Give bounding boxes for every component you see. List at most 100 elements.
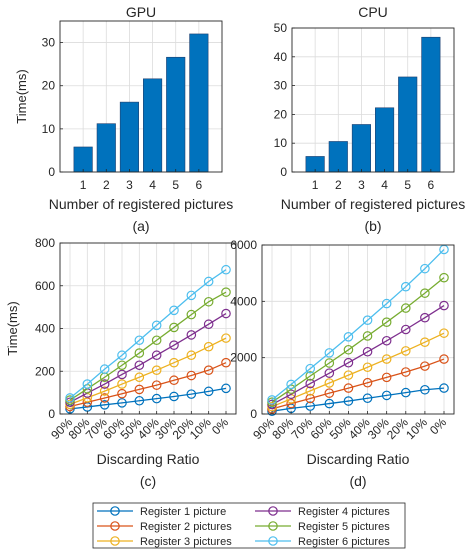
y-tick-label: 600	[35, 279, 55, 293]
bar	[96, 123, 116, 173]
data-point	[381, 298, 392, 309]
chart-panel-2: 0 10 20 30 40 50 1 2 3 4 5 6 CPU Number of registered…	[274, 4, 466, 234]
chart-panel-1: 0 10 20 30 1 2 3 4 5 6 GPU Number of registered pic…	[14, 4, 233, 234]
data-point	[99, 379, 110, 389]
data-point	[362, 331, 373, 341]
data-point	[186, 290, 197, 301]
data-point	[203, 276, 214, 287]
bar	[375, 107, 395, 173]
data-point	[305, 401, 316, 411]
panel-caption: (c)	[140, 473, 156, 489]
data-point	[400, 367, 411, 377]
bar	[119, 101, 139, 173]
data-point	[151, 380, 162, 390]
axes-box	[59, 20, 223, 173]
data-point	[343, 357, 354, 368]
panel-caption: (a)	[132, 218, 149, 234]
y-tick-label: 10	[274, 136, 288, 150]
data-point	[117, 350, 127, 361]
x-axis-label: Number of registered pictures	[49, 196, 233, 212]
data-point	[203, 365, 214, 375]
x-tick-label: 5	[172, 178, 179, 192]
data-point	[169, 305, 179, 316]
data-point	[420, 337, 430, 347]
data-point	[65, 393, 75, 403]
data-point	[134, 384, 145, 395]
data-point	[221, 383, 231, 394]
x-tick-label: 6	[196, 178, 203, 192]
series-line	[69, 337, 227, 405]
x-axis-label: Number of registered pictures	[281, 196, 465, 212]
series-line	[69, 362, 227, 408]
data-point	[324, 368, 335, 378]
bar	[351, 124, 371, 173]
series-line	[271, 305, 445, 405]
data-point	[151, 365, 162, 375]
data-point	[151, 335, 162, 346]
y-tick-label: 200	[35, 364, 55, 378]
data-point	[203, 296, 214, 307]
bar	[73, 146, 93, 173]
legend-box	[92, 502, 406, 549]
data-point	[420, 361, 430, 371]
x-tick-label: 2	[103, 178, 110, 192]
data-point	[134, 372, 145, 383]
data-point	[169, 391, 179, 402]
data-point	[305, 386, 316, 396]
legend-entry: Register 3 pictures	[140, 536, 232, 548]
y-tick-label: 0	[280, 165, 287, 179]
y-tick-label: 30	[274, 79, 288, 93]
series-line	[69, 312, 227, 403]
data-point	[381, 317, 392, 327]
y-tick-label: 50	[274, 21, 288, 35]
legend: Register 1 picture Register 4 pictures Reg…	[92, 502, 406, 549]
legend-entry: Register 5 pictures	[298, 521, 390, 533]
series-line	[271, 358, 445, 410]
data-point	[267, 395, 277, 405]
data-point	[117, 388, 127, 399]
y-axis-label: Time(ms)	[5, 301, 20, 355]
data-point	[305, 371, 316, 381]
data-point	[381, 390, 392, 401]
x-tick-label: 3	[358, 178, 365, 192]
chart-title: CPU	[358, 4, 388, 20]
data-point	[400, 303, 411, 313]
series-line	[271, 387, 445, 412]
data-point	[362, 362, 373, 373]
data-point	[420, 288, 430, 298]
data-point	[420, 312, 430, 323]
data-point	[400, 346, 411, 356]
legend-entry: Register 6 pictures	[298, 536, 390, 548]
axes-box	[59, 242, 237, 415]
data-point	[324, 378, 335, 388]
data-point	[362, 393, 373, 404]
data-point	[286, 389, 296, 400]
data-point	[343, 332, 354, 342]
data-point	[420, 263, 430, 274]
bar	[421, 36, 441, 173]
data-point	[324, 398, 335, 409]
data-point	[439, 383, 449, 393]
data-point	[324, 388, 335, 398]
y-tick-label: 2000	[230, 351, 257, 365]
data-point	[99, 364, 110, 374]
data-point	[343, 370, 354, 380]
x-tick-label: 6	[428, 178, 435, 192]
data-point	[221, 357, 231, 368]
y-tick-label: 800	[35, 236, 55, 250]
data-point	[82, 379, 93, 389]
axes-box	[261, 244, 455, 415]
data-point	[134, 360, 145, 371]
chart-title: GPU	[126, 4, 156, 20]
y-tick-label: 20	[274, 107, 288, 121]
bar	[398, 76, 418, 173]
y-tick-label: 10	[42, 122, 56, 136]
data-point	[186, 330, 197, 340]
data-point	[117, 369, 127, 380]
data-point	[186, 389, 197, 399]
legend-marker	[268, 521, 278, 531]
x-tick-label: 1	[80, 178, 87, 192]
data-point	[400, 387, 411, 398]
data-point	[439, 272, 449, 283]
